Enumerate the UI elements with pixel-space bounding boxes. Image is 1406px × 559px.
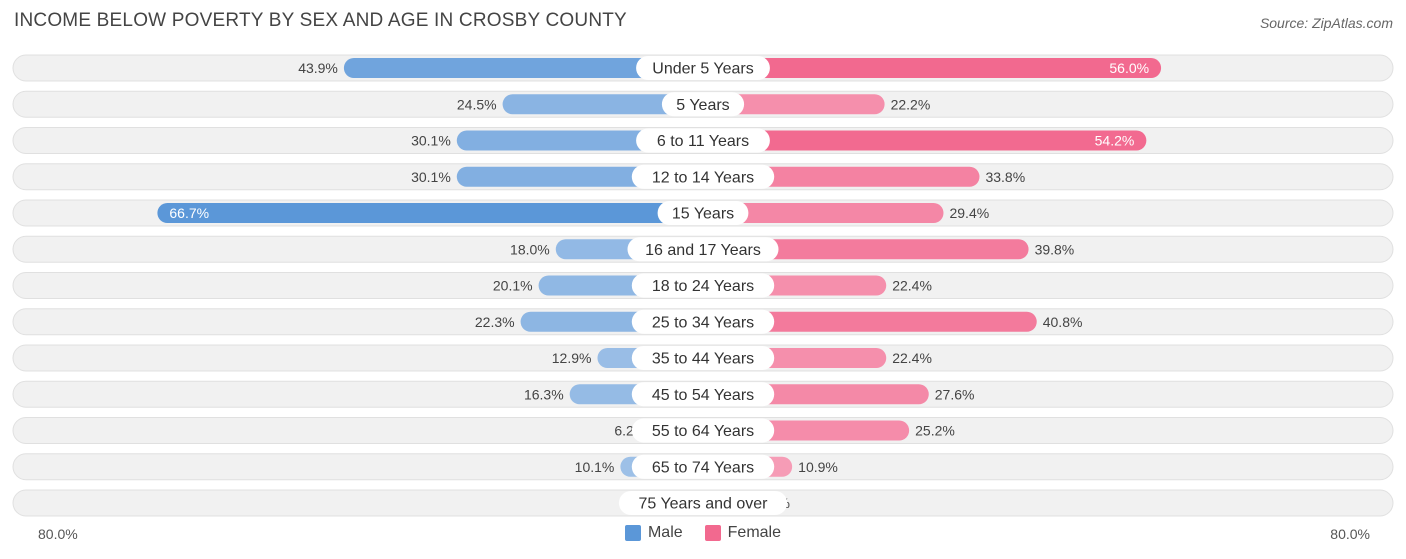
source-note: Source: ZipAtlas.com xyxy=(1259,15,1393,31)
female-value-label: 40.8% xyxy=(1043,314,1083,330)
category-label: 75 Years and over xyxy=(639,496,769,513)
male-bar xyxy=(502,94,703,115)
male-value-label: 30.1% xyxy=(411,169,451,185)
category-label: 15 Years xyxy=(672,206,734,223)
male-value-label: 30.1% xyxy=(411,133,451,149)
axis-right-label: 80.0% xyxy=(1330,526,1370,542)
category-label: 18 to 24 Years xyxy=(652,278,754,295)
category-pill xyxy=(657,201,749,225)
legend-label-female: Female xyxy=(727,524,782,541)
category-pill xyxy=(631,309,775,334)
axis-left-label: 80.0% xyxy=(38,526,78,542)
female-value-label: 39.8% xyxy=(1035,241,1075,257)
male-value-label: 12.9% xyxy=(552,350,592,366)
male-bar xyxy=(343,58,703,78)
male-value-label: 18.0% xyxy=(510,241,550,257)
category-label: 12 to 14 Years xyxy=(652,169,754,186)
female-value-label: 56.0% xyxy=(1109,60,1149,76)
female-value-label: 25.2% xyxy=(915,423,955,439)
category-label: 45 to 54 Years xyxy=(652,387,754,404)
female-value-label: 29.4% xyxy=(949,205,989,221)
female-value-label: 54.2% xyxy=(1095,133,1135,149)
chart-title: INCOME BELOW POVERTY BY SEX AND AGE IN C… xyxy=(14,10,627,31)
category-label: 16 and 17 Years xyxy=(645,242,761,259)
male-value-label: 24.5% xyxy=(457,96,497,112)
category-pill xyxy=(631,382,775,407)
male-value-label: 43.9% xyxy=(298,60,338,76)
category-pill xyxy=(636,128,770,153)
female-value-label: 22.4% xyxy=(892,350,932,366)
female-bar xyxy=(703,311,1037,332)
category-label: 25 to 34 Years xyxy=(652,314,754,331)
category-pill xyxy=(631,346,775,370)
legend-swatch-male xyxy=(624,525,641,541)
category-label: 6 to 11 Years xyxy=(657,133,749,150)
legend-item-male[interactable]: Male xyxy=(624,524,683,542)
legend-swatch-female xyxy=(704,525,721,541)
category-label: 35 to 44 Years xyxy=(652,351,754,368)
legend-label-male: Male xyxy=(647,524,683,541)
legend: Male Female xyxy=(0,524,1406,542)
category-pill xyxy=(631,418,775,443)
legend-item-female[interactable]: Female xyxy=(704,524,782,542)
male-value-label: 10.1% xyxy=(575,459,615,475)
male-value-label: 16.3% xyxy=(524,386,564,402)
category-pill xyxy=(661,92,745,117)
male-bar xyxy=(157,203,704,223)
female-bar xyxy=(703,58,1162,78)
category-pill xyxy=(636,56,770,80)
female-bar xyxy=(703,130,1147,151)
category-label: Under 5 Years xyxy=(652,61,753,78)
category-pill xyxy=(631,164,775,189)
female-value-label: 22.4% xyxy=(892,278,932,294)
chart-plot: 43.9% 56.0% Under 5 Years 24.5% 22.2% 5 Years… xyxy=(12,54,1394,517)
female-bar xyxy=(703,94,885,115)
female-bar xyxy=(703,203,944,223)
male-value-label: 66.7% xyxy=(169,205,209,221)
category-pill xyxy=(618,491,788,515)
category-label: 65 to 74 Years xyxy=(652,459,754,476)
female-value-label: 27.6% xyxy=(935,386,975,402)
female-value-label: 10.9% xyxy=(798,459,838,475)
category-label: 55 to 64 Years xyxy=(652,423,754,440)
male-value-label: 20.1% xyxy=(493,278,533,294)
female-value-label: 33.8% xyxy=(985,169,1025,185)
category-pill xyxy=(631,273,775,298)
category-pill xyxy=(627,237,779,262)
category-pill xyxy=(631,454,775,479)
female-value-label: 22.2% xyxy=(891,96,931,112)
female-bar xyxy=(703,239,1029,260)
category-label: 5 Years xyxy=(676,97,729,114)
male-value-label: 22.3% xyxy=(475,314,515,330)
